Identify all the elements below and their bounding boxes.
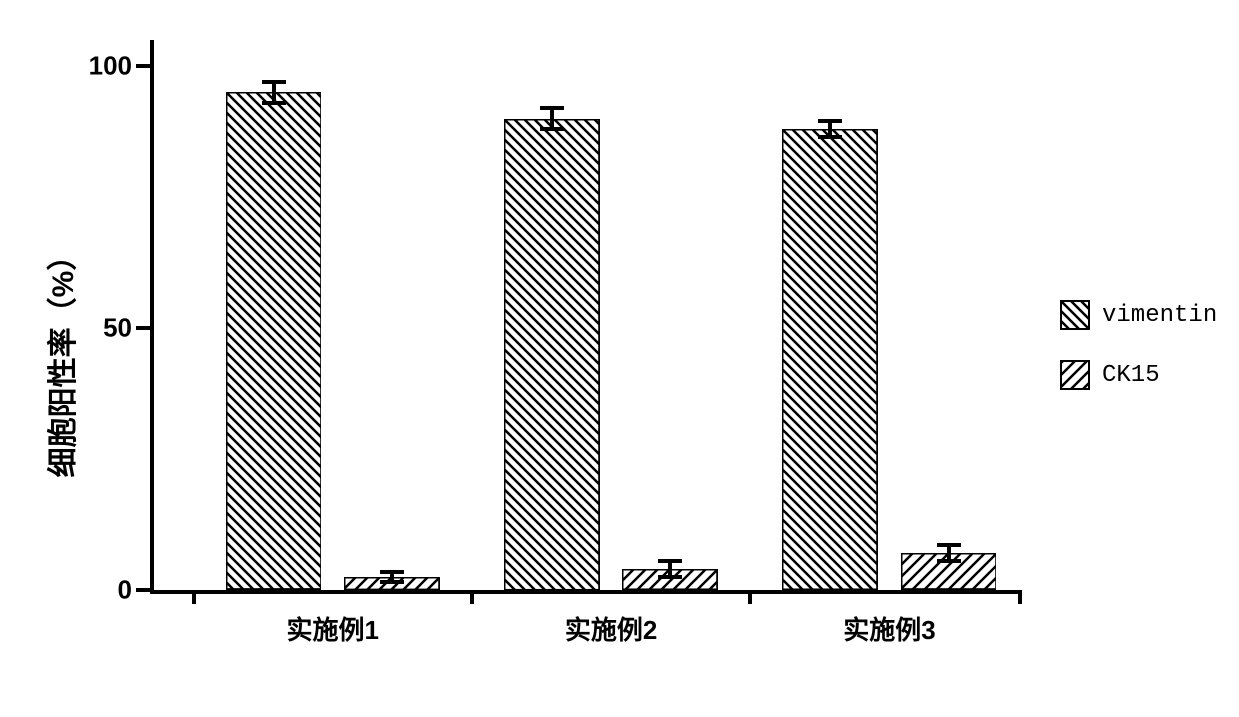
legend-item: vimentin: [1060, 300, 1217, 330]
x-tick: [1018, 590, 1022, 604]
error-cap: [818, 135, 842, 139]
error-cap: [937, 543, 961, 547]
legend: vimentin CK15: [1060, 300, 1217, 420]
error-cap: [540, 106, 564, 110]
bar-vimentin: [782, 129, 878, 590]
chart-container: 细胞阳性率（%） 050100实施例1实施例2实施例3 vimentinCK15: [20, 20, 1239, 697]
error-cap: [540, 127, 564, 131]
plot-area: 050100实施例1实施例2实施例3: [150, 40, 1020, 594]
y-axis-title: 细胞阳性率（%）: [38, 240, 82, 477]
legend-swatch: [1060, 300, 1090, 330]
bar-vimentin: [226, 92, 322, 590]
error-cap: [262, 101, 286, 105]
y-tick-label: 0: [118, 575, 132, 606]
y-tick: [136, 588, 150, 592]
x-tick: [192, 590, 196, 604]
y-axis-line: [150, 40, 154, 590]
legend-swatch: [1060, 360, 1090, 390]
error-bar: [272, 82, 276, 103]
x-category-label: 实施例1: [286, 610, 378, 647]
legend-label: vimentin: [1102, 302, 1217, 329]
x-tick: [748, 590, 752, 604]
y-tick: [136, 326, 150, 330]
y-tick-label: 50: [103, 313, 132, 344]
x-category-label: 实施例2: [565, 610, 657, 647]
error-cap: [380, 570, 404, 574]
error-cap: [262, 80, 286, 84]
error-cap: [658, 559, 682, 563]
y-tick: [136, 64, 150, 68]
error-cap: [380, 580, 404, 584]
x-category-label: 实施例3: [843, 610, 935, 647]
legend-label: CK15: [1102, 362, 1160, 389]
legend-item: CK15: [1060, 360, 1217, 390]
error-bar: [550, 108, 554, 129]
error-cap: [937, 559, 961, 563]
error-cap: [658, 575, 682, 579]
bar-vimentin: [504, 119, 600, 590]
y-tick-label: 100: [89, 51, 132, 82]
error-cap: [818, 119, 842, 123]
x-tick: [470, 590, 474, 604]
